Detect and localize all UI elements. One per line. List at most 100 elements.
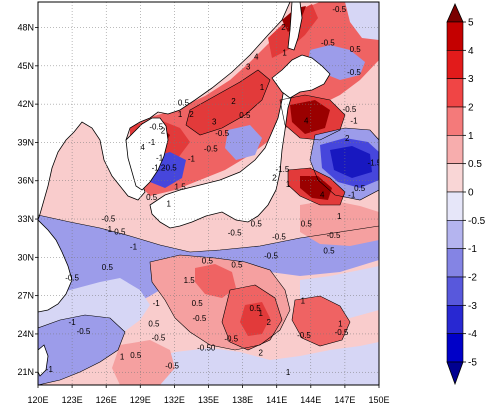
lat-tick-label: 48N [17,23,34,33]
positive-anomaly-region [195,264,236,298]
contour-label: -1 [348,190,356,199]
colorbar-label: -4 [468,329,477,340]
contour-label: 0.5 [350,45,362,54]
contour-label: -0.5 [204,144,218,153]
negative-anomaly-region [330,146,372,178]
contour-label: 2 [345,134,350,143]
lon-tick-label: 126E [96,395,117,405]
contour-label: -0.5 [297,331,311,340]
colorbar-segment [446,135,464,164]
colorbar: 5 4 3 2 1 0.5 0 -0.5 -1 -2 -3 -4 -5 [446,3,486,386]
colorbar-label: -2 [468,273,477,284]
positive-anomaly-region [240,302,270,336]
colorbar-label: 5 [468,18,474,29]
colorbar-label: 3 [468,74,474,85]
contour-label: -0.5 [65,273,79,282]
contour-label: -1.5 [275,165,289,174]
contour-label: 1 [259,309,264,318]
contour-label: 2 [189,110,194,119]
contour-label: -1 [156,153,164,162]
lon-tick-label: 135E [198,395,219,405]
colorbar-label: 1 [468,131,474,142]
contour-label: -0.5 [215,129,229,138]
lon-tick-label: 120E [27,395,48,405]
contour-label: -0.5 [224,335,238,344]
contour-line [279,94,346,141]
contour-label: 1 [282,49,287,58]
contour-label: -1 [130,243,138,252]
contour-label: -0.5 [228,229,242,238]
contour-line [221,284,283,351]
contour-label: 0.5 [114,227,126,236]
contour-label: -1 [69,318,77,327]
colorbar-label: -0.5 [468,216,486,227]
lat-tick-label: 33N [17,214,34,224]
colorbar-label: 2 [468,103,474,114]
contour-label: -0.5 [321,38,335,47]
contour-label: -0.5 [332,5,346,14]
contour-label: -1 [148,138,156,147]
contour-label: 2 [259,349,264,358]
positive-anomaly-region [290,100,330,134]
contour-label: -1 [350,116,358,125]
negative-anomaly-region [345,2,379,40]
contour-label: 4 [304,116,309,125]
contour-label: 1 [178,110,183,119]
colorbar-segment [446,106,464,136]
contour-label: -0.5 [149,123,163,132]
contour-label: 1 [260,83,265,92]
lat-tick-label: 42N [17,99,34,109]
contour-label: -0.5 [102,215,116,224]
contour-label: -0.5 [152,333,166,342]
contour-label: 1.5 [175,183,187,192]
contour-line [38,214,379,253]
contour-label: 0.5 [192,299,204,308]
contour-label: 2 [272,174,277,183]
colorbar-label: 0 [468,188,474,199]
negative-anomaly-region [38,215,379,372]
colorbar-segment [446,276,464,306]
contour-label: 1 [286,180,291,189]
negative-anomaly-region [225,125,262,160]
contour-label: 1 [338,319,343,328]
contour-label: -0.5 [165,361,179,370]
contour-label: 4 [254,52,259,61]
negative-anomaly-region [150,342,379,385]
positive-anomaly-region [112,340,175,385]
colorbar-bottom-arrow [446,361,464,386]
lat-tick-label: 45N [17,61,34,71]
contour-line [149,254,291,351]
contour-label: -0.5 [264,252,278,261]
contour-label: 1 [286,368,291,377]
colorbar-segment [446,163,464,193]
colorbar-segment [446,50,464,79]
contour-label: 0.5 [146,193,158,202]
colorbar-top-arrow [446,3,464,23]
contour-label: 0.5 [251,220,263,229]
lat-tick-label: 30N [17,252,34,262]
colorbar-label: 4 [468,46,474,57]
contour-label: 1.5 [184,276,196,285]
land-taiwan [38,344,49,377]
contour-line [291,295,351,347]
contour-label: 3 [246,63,251,72]
positive-anomaly-region [292,296,350,346]
colorbar-label: 0.5 [468,159,482,170]
contour-label: -1 [46,365,54,374]
contour-label: -0.5 [163,164,177,173]
contour-line [287,167,346,206]
colorbar-segment [446,248,464,278]
lat-tick-label: 21N [17,367,34,377]
contour-label: -1.5 [368,158,382,167]
lat-tick-label: 24N [17,329,34,339]
lat-tick-label: 36N [17,176,34,186]
colorbar-segment [446,191,464,221]
contour-label: 0.5 [202,257,214,266]
contour-line [38,314,126,385]
colorbar-segment [446,21,464,51]
contour-label: 0.5 [102,263,114,272]
grid-lines [38,2,379,385]
